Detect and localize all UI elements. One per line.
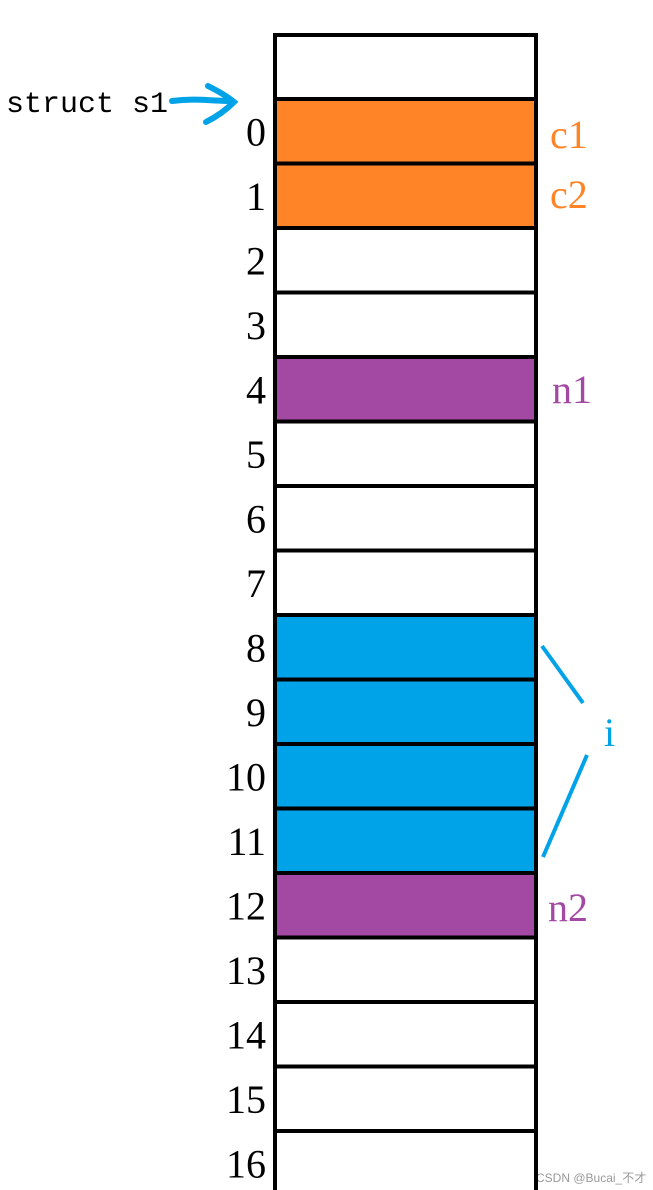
struct-label: struct s1 xyxy=(6,88,168,122)
byte-index: 1 xyxy=(246,174,266,219)
member-label: c1 xyxy=(550,112,588,157)
memory-cell xyxy=(273,290,538,359)
memory-cell xyxy=(273,742,538,811)
memory-cell xyxy=(273,935,538,1004)
watermark: CSDN @Bucai_不才 xyxy=(536,1171,646,1185)
byte-index: 5 xyxy=(246,432,266,477)
byte-index: 8 xyxy=(246,625,266,670)
memory-cell xyxy=(273,484,538,553)
memory-cell xyxy=(273,613,538,682)
memory-cell xyxy=(273,806,538,875)
byte-index: 3 xyxy=(246,303,266,348)
memory-cell xyxy=(273,677,538,746)
top-cell xyxy=(273,33,538,101)
byte-index: 9 xyxy=(246,690,266,735)
member-label: c2 xyxy=(550,172,588,217)
byte-index: 11 xyxy=(227,819,266,864)
byte-index: 16 xyxy=(226,1141,266,1186)
byte-index: 2 xyxy=(246,238,266,283)
memory-cell xyxy=(273,871,538,940)
memory-cell xyxy=(273,161,538,230)
byte-index: 7 xyxy=(246,561,266,606)
memory-cell xyxy=(273,1064,538,1133)
byte-index: 14 xyxy=(226,1012,266,1057)
memory-cell xyxy=(273,355,538,424)
byte-index: 0 xyxy=(246,109,266,154)
memory-cell xyxy=(273,1129,538,1190)
brace-line xyxy=(540,644,585,705)
member-label: i xyxy=(604,710,615,755)
member-label: n1 xyxy=(552,367,592,412)
memory-cell xyxy=(273,419,538,488)
byte-index: 12 xyxy=(226,883,266,928)
memory-cell xyxy=(273,548,538,617)
byte-index: 10 xyxy=(226,754,266,799)
byte-index: 4 xyxy=(246,367,266,412)
arrow xyxy=(169,83,239,125)
brace-line xyxy=(541,754,589,858)
memory-cell xyxy=(273,226,538,295)
member-label: n2 xyxy=(548,885,588,930)
byte-index: 13 xyxy=(226,948,266,993)
memory-cell xyxy=(273,1000,538,1069)
byte-index: 15 xyxy=(226,1077,266,1122)
memory-cell xyxy=(273,97,538,166)
byte-index: 6 xyxy=(246,496,266,541)
